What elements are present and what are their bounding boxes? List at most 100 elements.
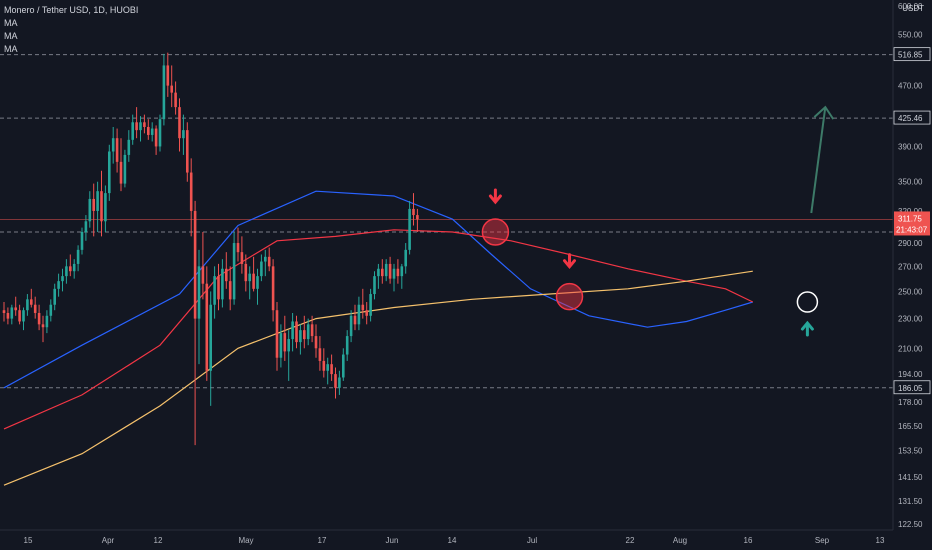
candle-body — [10, 307, 14, 319]
candle-body — [225, 268, 228, 282]
time-tick-label: 15 — [24, 536, 33, 545]
crossover-circle — [555, 282, 584, 311]
price-tick-label: 320.00 — [898, 207, 923, 216]
candle-body — [33, 304, 37, 313]
candle-body — [392, 268, 396, 279]
candle-body — [295, 321, 298, 343]
candle-body — [123, 154, 127, 184]
price-tick-label: 600.00 — [898, 2, 923, 11]
time-axis[interactable]: 15 Apr 12 May 17 Jun 14 Jul 22 Aug 16 Sep 13 — [24, 536, 885, 545]
price-marker-box — [893, 380, 931, 395]
candle-body — [186, 130, 189, 173]
candle-body — [100, 191, 103, 222]
candle-body — [53, 288, 56, 305]
candle-body — [357, 304, 361, 325]
candle-body — [291, 321, 294, 340]
candle-body — [154, 128, 158, 147]
candle-body — [283, 333, 287, 352]
time-tick-label: Apr — [102, 536, 115, 545]
price-tick-label: 210.00 — [898, 344, 923, 353]
candle-body — [88, 198, 92, 222]
candle-body — [244, 263, 248, 282]
candle-body — [338, 377, 341, 388]
candle-body — [416, 215, 419, 220]
price-tick-label: 141.50 — [898, 473, 923, 482]
price-axis[interactable]: 600.00 550.00 470.00 390.00 350.00 320.00 290.… — [893, 2, 931, 529]
price-tick-label: 470.00 — [898, 82, 923, 91]
candle-body — [396, 268, 400, 277]
projection-arrow-head — [813, 105, 835, 120]
candle-body — [260, 261, 263, 277]
candle-body — [189, 172, 193, 211]
candle-body — [256, 276, 259, 289]
candle-body — [205, 283, 209, 371]
chart-legend: Monero / Tether USD, 1D, HUOBI MA MA MA — [4, 4, 138, 56]
candle-body — [143, 122, 146, 127]
candle-body — [80, 231, 84, 250]
candle-body — [170, 85, 173, 93]
candle-body — [384, 263, 388, 277]
candle-body — [345, 336, 349, 355]
price-tick-label: 153.50 — [898, 446, 923, 455]
up-arrow-icon — [800, 320, 814, 337]
moving-average-line — [3, 270, 753, 486]
candle-body — [2, 310, 6, 313]
ma-indicator-label[interactable]: MA — [4, 31, 18, 41]
candle-body — [248, 273, 251, 282]
candle-body — [127, 139, 131, 155]
candle-body — [174, 92, 177, 108]
current-price-label: 311.75 — [898, 214, 922, 223]
candle-body — [310, 324, 314, 337]
candle-body — [158, 119, 162, 147]
candle-body — [400, 266, 404, 277]
candle-body — [271, 266, 275, 311]
price-tick-label: 194.00 — [898, 370, 923, 379]
candle-body — [22, 310, 25, 322]
time-tick-label: Jul — [527, 536, 537, 545]
candle-body — [326, 364, 329, 371]
candle-body — [65, 266, 68, 277]
candle-body — [92, 198, 95, 211]
candle-body — [96, 191, 99, 211]
candle-body — [221, 268, 224, 300]
time-tick-label: Jun — [386, 536, 399, 545]
candle-body — [213, 276, 216, 305]
candle-body — [373, 276, 376, 295]
time-tick-label: 17 — [318, 536, 327, 545]
price-tick-label: 250.00 — [898, 287, 923, 296]
candle-body — [26, 299, 29, 311]
crossover-circle — [481, 218, 510, 246]
up-arrow-head — [800, 320, 814, 331]
ma-indicator-label[interactable]: MA — [4, 18, 18, 28]
candle-body — [377, 268, 380, 277]
time-tick-label: Aug — [673, 536, 687, 545]
candle-body — [306, 324, 310, 340]
price-tick-label: 178.00 — [898, 398, 923, 407]
candle-body — [353, 315, 357, 325]
candle-body — [369, 294, 372, 316]
candle-body — [119, 161, 123, 184]
candle-body — [139, 122, 142, 131]
ma-indicator-label[interactable]: MA — [4, 44, 18, 54]
price-tick-label: 550.00 — [898, 30, 923, 39]
candle-body — [6, 312, 10, 319]
candle-body — [135, 122, 138, 131]
candle-body — [349, 315, 353, 337]
candle-body — [166, 65, 170, 86]
projection-arrow-shaft — [810, 106, 827, 214]
candle-body — [201, 266, 205, 284]
candle-body — [69, 266, 72, 272]
price-tick-label: 290.00 — [898, 239, 923, 248]
symbol-title[interactable]: Monero / Tether USD, 1D, HUOBI — [4, 5, 139, 15]
candle-body — [76, 249, 80, 264]
candle-body — [412, 208, 415, 216]
price-marker-label: 186.05 — [898, 384, 923, 393]
candle-body — [84, 221, 88, 232]
candle-body — [41, 324, 45, 328]
candle-body — [408, 208, 411, 250]
candle-body — [228, 281, 232, 300]
candle-body — [217, 276, 220, 300]
price-tick-label: 122.50 — [898, 520, 923, 529]
candle-body — [104, 193, 107, 222]
